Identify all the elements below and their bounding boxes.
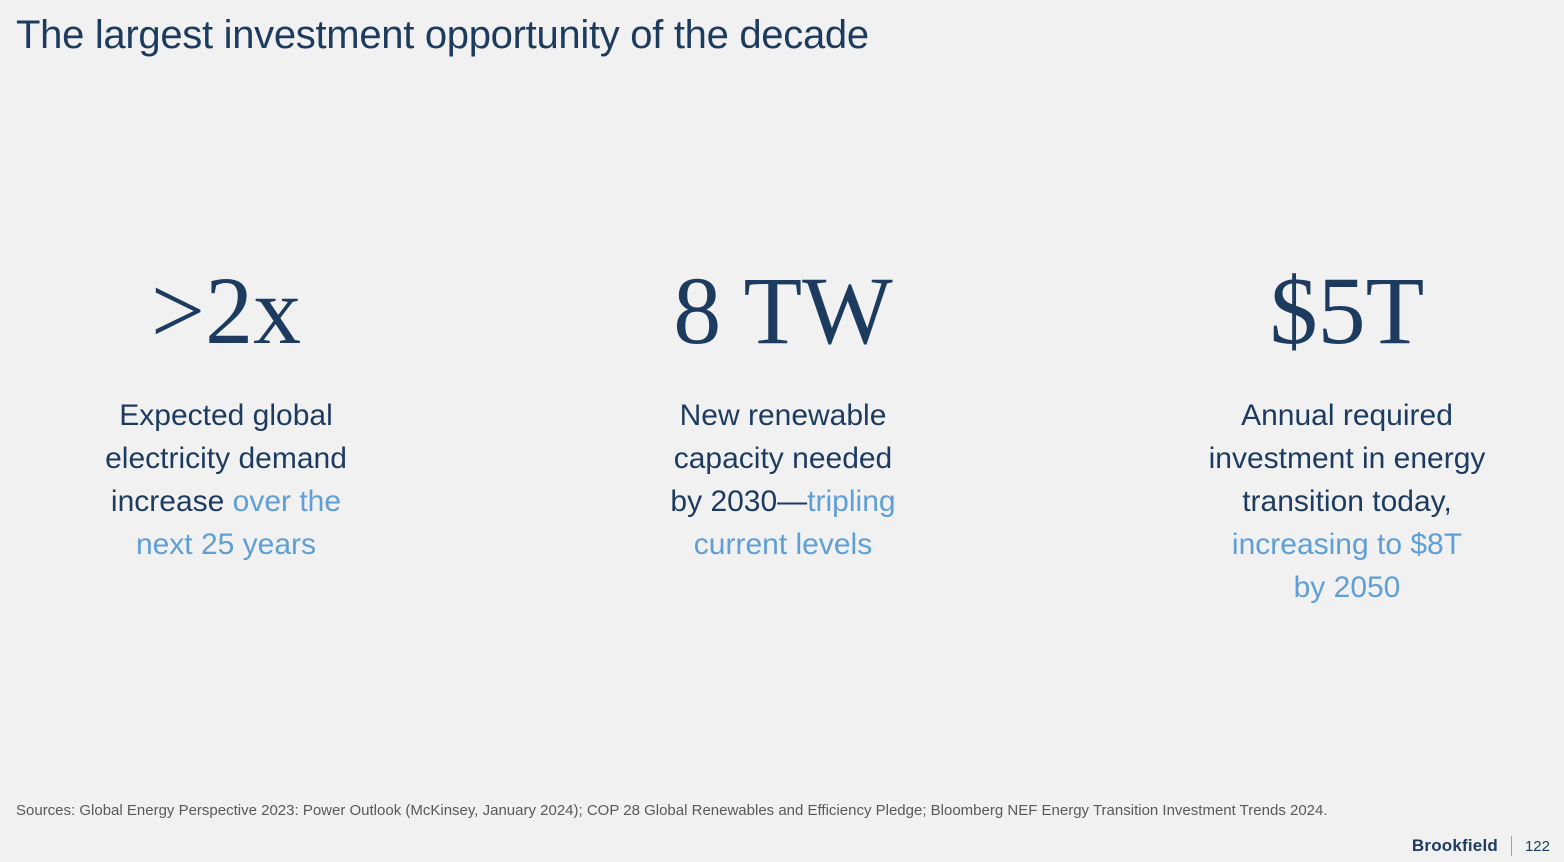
stat-description-line: electricity demand — [105, 442, 347, 475]
stat-column-annual-investment: $5T Annual required investment in energy t… — [1147, 263, 1547, 609]
stat-description-line: current levels — [693, 528, 873, 561]
stat-description-line: capacity needed — [673, 442, 893, 475]
slide-title: The largest investment opportunity of th… — [16, 13, 869, 57]
stat-description-line: investment in energy — [1208, 442, 1486, 475]
stat-description: Expected global electricity demand increas… — [26, 394, 426, 566]
stat-description-line: transition today, — [1242, 485, 1452, 518]
stat-description-line: Expected global — [119, 399, 333, 432]
page-number: 122 — [1524, 837, 1550, 855]
sources-note: Sources: Global Energy Perspective 2023:… — [16, 802, 1328, 819]
stat-description: New renewable capacity needed by 2030—trip… — [583, 394, 983, 566]
stat-column-electricity-demand: >2x Expected global electricity demand inc… — [26, 263, 426, 566]
stat-column-renewable-capacity: 8 TW New renewable capacity needed by 2030… — [583, 263, 983, 566]
stat-value: 8 TW — [673, 257, 893, 364]
stat-value: >2x — [150, 257, 302, 364]
footer: Brookfield 122 — [1412, 836, 1550, 856]
stat-description: Annual required investment in energy trans… — [1147, 394, 1547, 609]
stat-description-line: next 25 years — [135, 528, 317, 561]
stat-description-line: New renewable — [679, 399, 887, 432]
stat-description-line: increasing to $8T — [1231, 528, 1463, 561]
footer-divider — [1510, 836, 1512, 856]
stat-value: $5T — [1269, 257, 1425, 364]
brookfield-logo: Brookfield — [1411, 836, 1498, 855]
stat-description-line: increase over the — [110, 485, 342, 518]
stat-description-line: by 2030—tripling — [670, 485, 896, 518]
stat-description-line: Annual required — [1241, 399, 1453, 432]
stat-description-line: by 2050 — [1293, 571, 1401, 604]
